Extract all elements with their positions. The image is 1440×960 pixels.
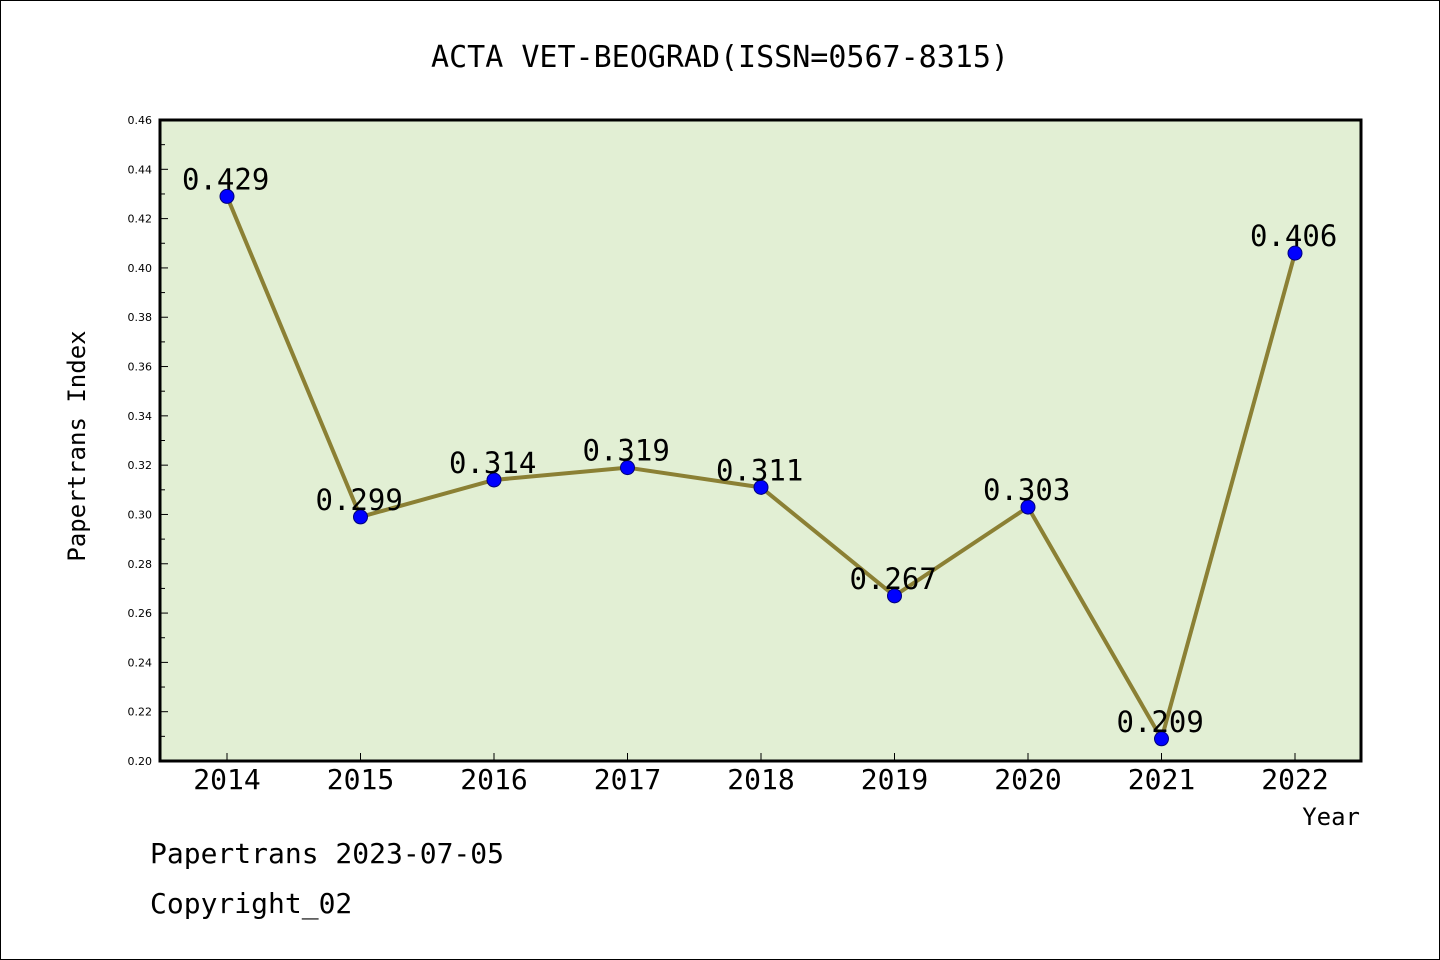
data-label: 0.267 (850, 562, 937, 596)
y-tick-label: 0.38 (128, 311, 153, 324)
data-label: 0.303 (983, 473, 1070, 507)
x-tick-label: 2015 (327, 763, 394, 796)
y-tick-label: 0.44 (128, 163, 153, 176)
y-tick-label: 0.34 (128, 410, 153, 423)
data-point (1020, 499, 1036, 515)
y-tick-label: 0.36 (128, 361, 153, 374)
x-axis: 2014 2015 2016 2017 2018 2019 2020 2021 2022 (193, 753, 1329, 796)
data-point (486, 472, 502, 488)
x-tick-label: 2020 (994, 763, 1061, 796)
data-label: 0.311 (716, 453, 803, 487)
data-label: 0.299 (316, 483, 403, 517)
y-tick-label: 0.30 (128, 508, 153, 521)
data-point (753, 479, 769, 495)
data-point (353, 509, 368, 525)
data-label: 0.319 (583, 434, 670, 468)
y-axis-label: Papertrans Index (63, 330, 91, 561)
data-point (219, 188, 235, 204)
footer-copyright: Copyright_02 (150, 887, 352, 921)
x-tick-label: 2016 (460, 763, 527, 796)
x-tick-label: 2017 (594, 763, 661, 796)
data-point (1154, 731, 1169, 747)
data-point (620, 460, 635, 476)
footer-source: Papertrans 2023-07-05 (150, 837, 504, 870)
y-tick-label: 0.22 (128, 706, 153, 719)
data-point (887, 588, 902, 604)
x-tick-label: 2019 (861, 763, 928, 796)
x-tick-label: 2014 (193, 763, 260, 796)
x-tick-label: 2018 (727, 763, 794, 796)
y-axis: 0.20 0.22 0.24 0.26 0.28 0.30 0.32 0.34 0.36 0.38… (128, 114, 168, 768)
y-tick-label: 0.42 (128, 213, 153, 226)
x-tick-label: 2021 (1128, 763, 1195, 796)
plot-area (158, 118, 1363, 763)
data-labels: 0.429 0.299 0.314 0.319 0.311 0.267 0.303 0.209… (182, 162, 1337, 738)
data-label: 0.314 (449, 446, 536, 480)
data-label: 0.209 (1117, 705, 1204, 739)
chart-title: ACTA VET-BEOGRAD(ISSN=0567-8315) (431, 40, 1009, 75)
y-tick-label: 0.26 (128, 607, 153, 620)
y-tick-label: 0.40 (128, 262, 153, 275)
x-axis-label: Year (1302, 803, 1360, 831)
x-tick-label: 2022 (1261, 763, 1328, 796)
y-tick-label: 0.28 (128, 558, 153, 571)
y-tick-label: 0.24 (128, 656, 153, 669)
data-label: 0.406 (1250, 219, 1337, 253)
series-papertrans-index (219, 188, 1303, 747)
y-tick-label: 0.32 (128, 459, 153, 472)
data-label: 0.429 (182, 162, 269, 196)
y-tick-label: 0.20 (128, 755, 153, 768)
y-tick-label: 0.46 (128, 114, 153, 127)
data-point (1287, 245, 1303, 261)
